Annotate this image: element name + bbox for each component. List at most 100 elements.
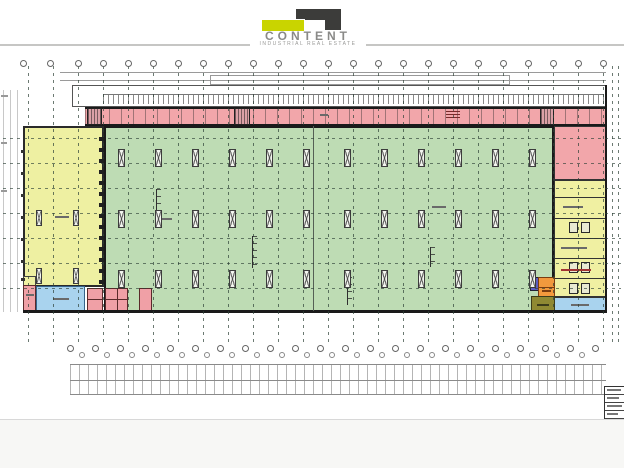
canopy-outline xyxy=(210,75,510,85)
title-block-row xyxy=(605,387,624,395)
margin-label xyxy=(1,190,7,192)
grid-line-horizontal xyxy=(3,213,621,214)
grid-bubble xyxy=(250,60,257,67)
bottom-wall xyxy=(23,310,607,313)
parking-divider xyxy=(70,380,606,381)
grid-line-vertical xyxy=(612,66,613,343)
roof-vent xyxy=(381,210,388,228)
dock-door-tick xyxy=(99,214,104,218)
grid-bubble xyxy=(542,345,549,352)
company-logo: CONTENT INDUSTRIAL REAL ESTATE xyxy=(250,0,366,50)
grid-line-vertical xyxy=(53,66,54,343)
stair-block-bottom xyxy=(87,288,103,312)
room-label xyxy=(542,290,551,292)
zone-label xyxy=(55,216,69,218)
grid-bubble xyxy=(354,352,360,358)
grid-line-vertical xyxy=(78,66,79,343)
grid-bubble xyxy=(500,60,507,67)
door-symbol xyxy=(569,222,578,233)
dock-door-tick xyxy=(99,236,104,240)
door-symbol xyxy=(581,262,590,273)
grid-bubble xyxy=(125,60,132,67)
grid-bubble xyxy=(154,352,160,358)
grid-line-vertical xyxy=(278,66,279,343)
dock-door-tick xyxy=(99,137,104,141)
room-label xyxy=(537,304,549,306)
grid-bubble xyxy=(75,60,82,67)
grid-bubble xyxy=(400,60,407,67)
wall-tick xyxy=(21,260,25,263)
drain-symbol xyxy=(156,189,161,215)
margin-label xyxy=(1,95,8,97)
dock-door-tick xyxy=(99,181,104,185)
wall-tick xyxy=(21,216,25,219)
grid-bubble xyxy=(92,345,99,352)
grid-line-vertical xyxy=(618,66,619,343)
grid-bubble xyxy=(367,345,374,352)
grid-line-vertical xyxy=(403,66,404,343)
title-block-text xyxy=(607,405,622,407)
title-block-row xyxy=(605,403,624,411)
roof-vent xyxy=(73,210,79,226)
dock-door-tick xyxy=(99,269,104,273)
title-block-text xyxy=(607,389,621,391)
grid-line-vertical xyxy=(528,66,529,343)
room-divider xyxy=(555,218,605,219)
roof-vent xyxy=(492,270,499,288)
roof-vent xyxy=(36,268,42,284)
grid-line-vertical xyxy=(553,66,554,343)
grid-line-vertical xyxy=(153,66,154,343)
stair-block-bottom xyxy=(23,285,36,312)
roof-vent xyxy=(344,210,351,228)
grid-bubble xyxy=(325,60,332,67)
logo-name: CONTENT xyxy=(265,29,351,43)
grid-bubble xyxy=(567,345,574,352)
grid-bubble xyxy=(417,345,424,352)
grid-bubble xyxy=(575,60,582,67)
roof-vent xyxy=(418,149,425,167)
margin-line xyxy=(3,90,4,312)
grid-bubble xyxy=(342,345,349,352)
dock-door-tick xyxy=(99,203,104,207)
grid-bubble xyxy=(254,352,260,358)
grid-line-horizontal xyxy=(3,288,621,289)
margin-label xyxy=(1,142,7,144)
grid-bubble xyxy=(129,352,135,358)
roof-vent xyxy=(155,149,162,167)
dock-door-tick xyxy=(99,225,104,229)
grid-bubble xyxy=(529,352,535,358)
grid-bubble xyxy=(517,345,524,352)
grid-line-vertical xyxy=(303,66,304,343)
bottom-left-blue-zone xyxy=(36,286,85,312)
divider xyxy=(117,289,118,311)
roof-vent xyxy=(192,149,199,167)
grid-bubble xyxy=(579,352,585,358)
grid-bubble xyxy=(404,352,410,358)
stair-core xyxy=(234,108,250,125)
grid-line-horizontal xyxy=(3,138,621,139)
wall-tick xyxy=(21,150,25,153)
grid-bubble xyxy=(225,60,232,67)
dock-door-tick xyxy=(99,192,104,196)
title-block-row xyxy=(605,411,624,419)
roof-vent xyxy=(344,149,351,167)
right-wing-upper-zone xyxy=(554,126,606,180)
grid-line-vertical xyxy=(178,66,179,343)
roof-vent xyxy=(266,270,273,288)
grid-line-vertical xyxy=(578,66,579,343)
grid-line-vertical xyxy=(253,66,254,343)
grid-bubble xyxy=(275,60,282,67)
drain-symbol xyxy=(430,247,435,267)
roof-vent xyxy=(492,149,499,167)
dock-door-tick xyxy=(99,170,104,174)
grid-bubble xyxy=(317,345,324,352)
margin-line xyxy=(17,90,18,312)
zone-label xyxy=(160,218,172,220)
roof-vent xyxy=(455,270,462,288)
roof-vent xyxy=(492,210,499,228)
stair-core xyxy=(540,108,554,125)
logo-tagline: INDUSTRIAL REAL ESTATE xyxy=(259,41,357,47)
dock-door-tick xyxy=(99,280,104,284)
grid-bubble xyxy=(592,345,599,352)
roof-vent xyxy=(455,210,462,228)
